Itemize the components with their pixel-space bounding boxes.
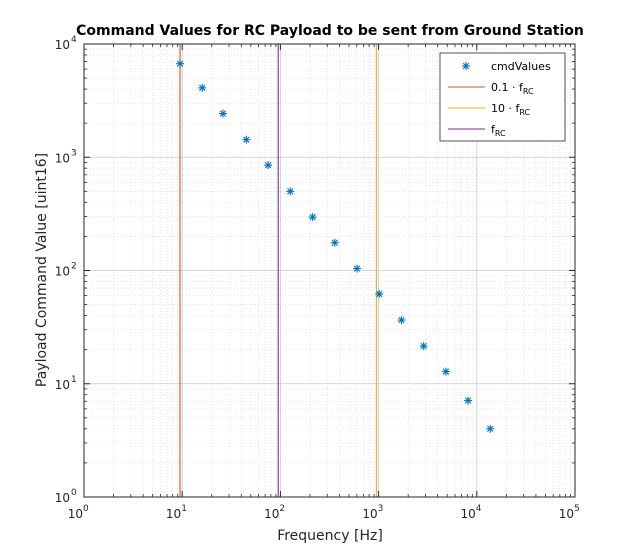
x-tick-label: 10 5 (559, 504, 580, 521)
x-tick-exponent: 5 (574, 504, 580, 514)
y-tick-base: 10 (55, 265, 70, 279)
data-point (441, 367, 450, 376)
legend-entry: 0.1 · fRC (448, 81, 534, 96)
x-tick-label: 10 1 (166, 504, 187, 521)
y-tick-exponent: 4 (71, 35, 77, 45)
legend-box (439, 52, 566, 142)
x-tick-base: 10 (264, 507, 279, 521)
y-tick-label: 10 2 (55, 262, 77, 279)
data-series-cmdValues (176, 59, 495, 433)
legend-entry: cmdValues (462, 60, 551, 73)
data-point (397, 316, 406, 325)
x-tick-label: 10 2 (264, 504, 285, 521)
y-axis-label: Payload Command Value [uint16] (34, 153, 50, 387)
data-point (286, 187, 295, 196)
x-tick-labels: 10 0 10 1 10 2 10 3 10 4 10 5 (68, 504, 580, 521)
y-tick-exponent: 1 (71, 375, 77, 385)
x-tick-label: 10 4 (461, 504, 482, 521)
x-axis-label: Frequency [Hz] (277, 528, 383, 544)
y-tick-label: 10 3 (55, 148, 77, 165)
legend-entry: 10 · fRC (448, 102, 531, 117)
x-tick-exponent: 3 (378, 504, 384, 514)
y-tick-label: 10 1 (55, 375, 77, 392)
legend-entry: fRC (448, 123, 506, 138)
x-tick-exponent: 4 (476, 504, 482, 514)
chart-title: Command Values for RC Payload to be sent… (76, 23, 584, 39)
legend-label: cmdValues (491, 60, 551, 73)
data-point (308, 213, 317, 222)
y-tick-label: 10 4 (55, 35, 77, 52)
y-tick-label: 10 0 (55, 488, 77, 505)
y-tick-base: 10 (55, 151, 70, 165)
y-tick-base: 10 (55, 491, 70, 505)
data-point (218, 109, 227, 118)
x-tick-base: 10 (362, 507, 377, 521)
x-tick-base: 10 (166, 507, 181, 521)
x-tick-base: 10 (68, 507, 83, 521)
data-point (242, 135, 251, 144)
data-point (264, 161, 273, 170)
y-tick-exponent: 3 (71, 148, 77, 158)
y-tick-base: 10 (55, 38, 70, 52)
legend-label: 10 · fRC (491, 102, 531, 117)
y-tick-exponent: 2 (71, 262, 77, 272)
data-point (176, 59, 185, 68)
x-tick-label: 10 0 (68, 504, 89, 521)
data-point (330, 238, 339, 247)
x-tick-exponent: 1 (181, 504, 187, 514)
data-point (464, 396, 473, 405)
tick-marks (83, 43, 576, 498)
x-tick-base: 10 (559, 507, 574, 521)
data-point (353, 264, 362, 273)
data-point (198, 83, 207, 92)
data-point (486, 424, 495, 433)
x-tick-exponent: 2 (279, 504, 285, 514)
vertical-lines (179, 44, 377, 497)
x-tick-label: 10 3 (362, 504, 383, 521)
legend-label: fRC (491, 123, 506, 138)
data-point (375, 290, 384, 299)
legend-marker (462, 62, 470, 70)
legend: cmdValues 0.1 · fRC 10 · fRC fRC (439, 52, 566, 142)
y-tick-base: 10 (55, 378, 70, 392)
x-tick-exponent: 0 (83, 504, 89, 514)
legend-label: 0.1 · fRC (491, 81, 534, 96)
x-tick-base: 10 (461, 507, 476, 521)
y-tick-exponent: 0 (71, 488, 77, 498)
data-point (419, 342, 428, 351)
